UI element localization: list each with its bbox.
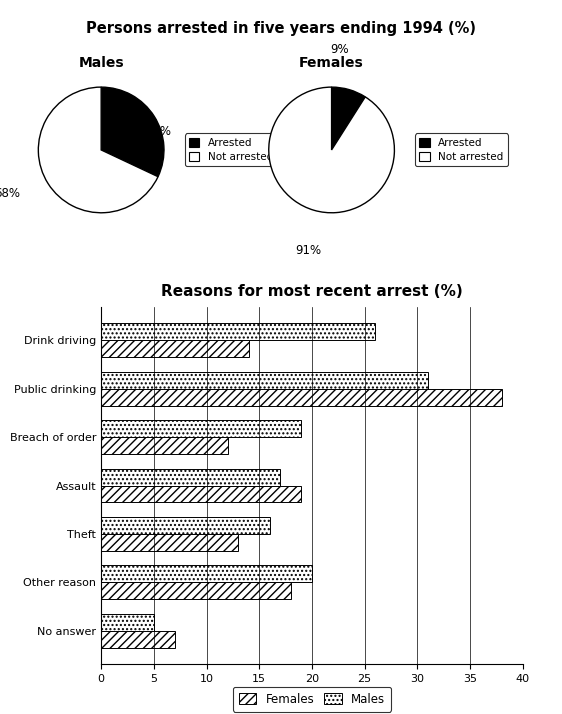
Bar — [101, 583, 291, 599]
Wedge shape — [269, 87, 395, 213]
Bar — [101, 565, 312, 583]
Title: Males: Males — [78, 56, 124, 70]
Bar — [101, 631, 175, 648]
Bar — [101, 340, 248, 357]
Bar — [101, 323, 375, 340]
Bar — [101, 614, 154, 631]
Legend: Arrested, Not arrested: Arrested, Not arrested — [185, 134, 277, 166]
Bar — [101, 388, 502, 406]
Text: 91%: 91% — [295, 244, 321, 257]
Bar — [101, 534, 238, 551]
Text: 9%: 9% — [330, 43, 349, 56]
Legend: Arrested, Not arrested: Arrested, Not arrested — [415, 134, 507, 166]
Bar — [101, 372, 428, 388]
Wedge shape — [101, 87, 164, 176]
Bar — [101, 468, 280, 486]
Title: Reasons for most recent arrest (%): Reasons for most recent arrest (%) — [161, 284, 463, 299]
Bar — [101, 420, 301, 437]
Wedge shape — [332, 87, 365, 150]
Legend: Females, Males: Females, Males — [233, 687, 391, 712]
Bar — [101, 517, 270, 534]
Bar — [101, 486, 301, 503]
Title: Females: Females — [299, 56, 364, 70]
Text: 32%: 32% — [145, 124, 171, 138]
Text: 68%: 68% — [0, 187, 20, 201]
Wedge shape — [38, 87, 158, 213]
Bar — [101, 437, 228, 454]
Text: Persons arrested in five years ending 1994 (%): Persons arrested in five years ending 19… — [86, 21, 476, 36]
